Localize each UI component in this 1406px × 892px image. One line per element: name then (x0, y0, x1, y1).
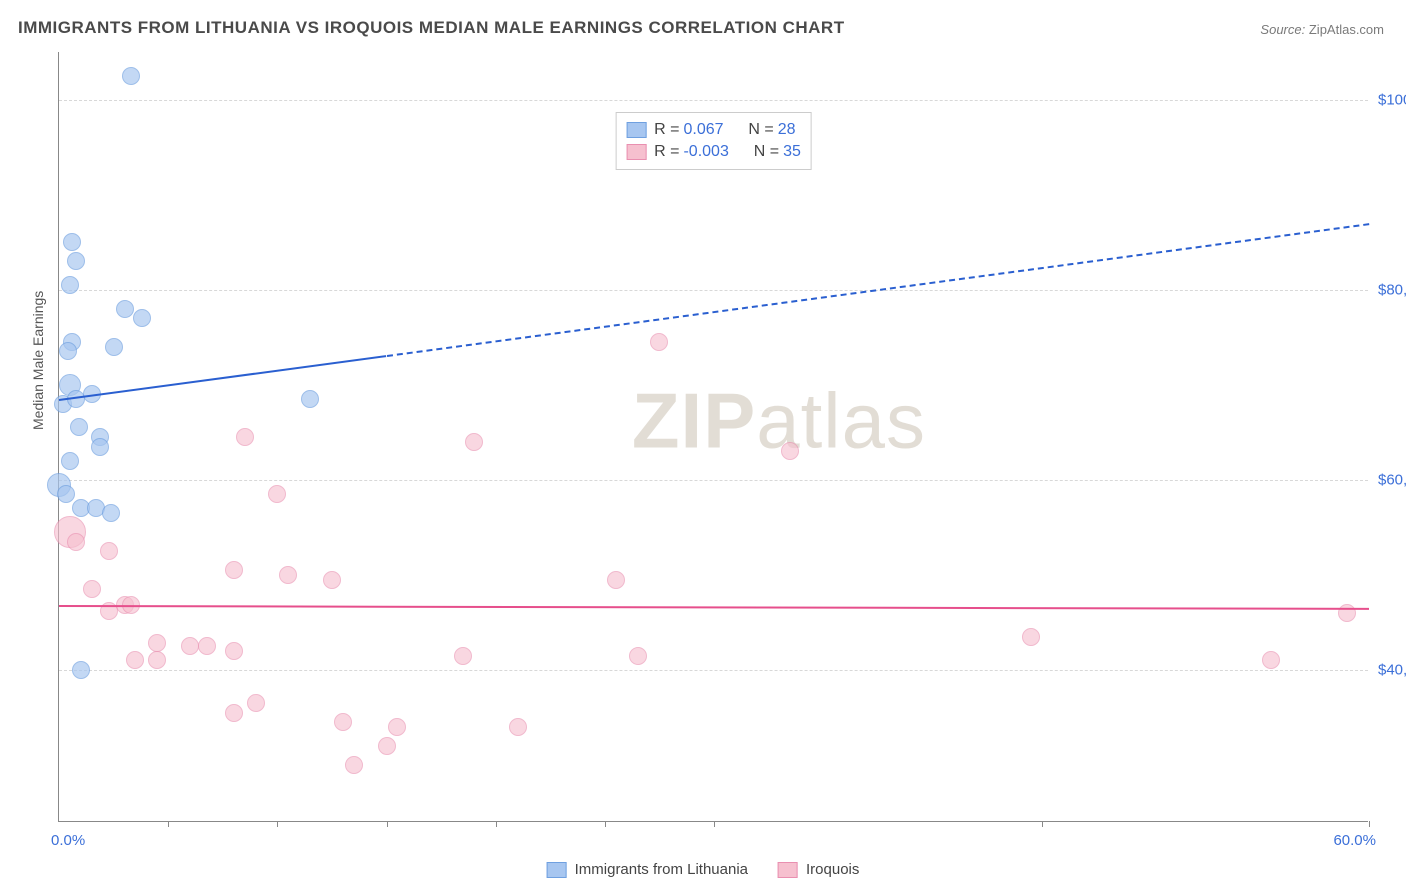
trend-line (59, 355, 387, 401)
scatter-point-lithuania (102, 504, 120, 522)
scatter-point-iroquois (225, 642, 243, 660)
y-axis-title: Median Male Earnings (30, 291, 46, 430)
scatter-point-iroquois (509, 718, 527, 736)
gridline-h (59, 100, 1368, 101)
x-tick (714, 821, 715, 827)
scatter-point-iroquois (607, 571, 625, 589)
x-axis-min-label: 0.0% (51, 832, 85, 849)
scatter-point-lithuania (91, 438, 109, 456)
r-value-iroquois: -0.003 (683, 143, 728, 161)
trend-line (59, 605, 1369, 610)
scatter-point-lithuania (57, 485, 75, 503)
swatch-lithuania (626, 122, 646, 138)
legend-stats-row-iroquois: R = -0.003 N = 35 (626, 141, 801, 163)
scatter-point-iroquois (650, 333, 668, 351)
x-axis-max-label: 60.0% (1333, 832, 1376, 849)
x-tick (605, 821, 606, 827)
gridline-h (59, 290, 1368, 291)
scatter-point-iroquois (1338, 604, 1356, 622)
scatter-point-lithuania (63, 233, 81, 251)
scatter-point-lithuania (70, 418, 88, 436)
n-label: N = (754, 143, 779, 161)
scatter-point-lithuania (67, 252, 85, 270)
y-tick-label: $60,000 (1378, 471, 1406, 488)
gridline-h (59, 480, 1368, 481)
scatter-point-iroquois (148, 651, 166, 669)
scatter-point-lithuania (61, 452, 79, 470)
scatter-point-lithuania (72, 661, 90, 679)
n-value-lithuania: 28 (778, 121, 796, 139)
scatter-point-iroquois (225, 561, 243, 579)
scatter-point-iroquois (378, 737, 396, 755)
scatter-point-iroquois (268, 485, 286, 503)
legend-item-lithuania: Immigrants from Lithuania (547, 861, 748, 878)
scatter-point-lithuania (133, 309, 151, 327)
scatter-point-iroquois (148, 634, 166, 652)
y-tick-label: $40,000 (1378, 661, 1406, 678)
scatter-point-iroquois (1262, 651, 1280, 669)
x-tick (277, 821, 278, 827)
scatter-point-iroquois (126, 651, 144, 669)
scatter-point-iroquois (247, 694, 265, 712)
scatter-point-iroquois (465, 433, 483, 451)
r-label: R = (654, 121, 679, 139)
scatter-point-iroquois (198, 637, 216, 655)
chart-title: IMMIGRANTS FROM LITHUANIA VS IROQUOIS ME… (18, 18, 845, 38)
r-label: R = (654, 143, 679, 161)
scatter-point-iroquois (83, 580, 101, 598)
scatter-point-iroquois (454, 647, 472, 665)
y-tick-label: $80,000 (1378, 281, 1406, 298)
n-label: N = (748, 121, 773, 139)
scatter-point-iroquois (279, 566, 297, 584)
scatter-point-iroquois (1022, 628, 1040, 646)
scatter-point-iroquois (323, 571, 341, 589)
y-tick-label: $100,000 (1378, 91, 1406, 108)
legend-label-iroquois: Iroquois (806, 861, 859, 878)
legend-stats-row-lithuania: R = 0.067 N = 28 (626, 119, 801, 141)
source-attribution: Source: ZipAtlas.com (1260, 22, 1384, 37)
scatter-point-lithuania (116, 300, 134, 318)
legend-series: Immigrants from Lithuania Iroquois (547, 861, 860, 878)
chart-container: IMMIGRANTS FROM LITHUANIA VS IROQUOIS ME… (0, 0, 1406, 892)
scatter-point-lithuania (105, 338, 123, 356)
scatter-point-iroquois (781, 442, 799, 460)
scatter-point-lithuania (59, 342, 77, 360)
r-value-lithuania: 0.067 (683, 121, 723, 139)
watermark: ZIPatlas (632, 376, 926, 467)
watermark-zip: ZIP (632, 377, 756, 465)
scatter-point-iroquois (334, 713, 352, 731)
swatch-lithuania (547, 862, 567, 878)
source-value: ZipAtlas.com (1309, 22, 1384, 37)
plot-area: ZIPatlas R = 0.067 N = 28 R = -0.003 N =… (58, 52, 1368, 822)
scatter-point-iroquois (225, 704, 243, 722)
scatter-point-lithuania (301, 390, 319, 408)
scatter-point-iroquois (388, 718, 406, 736)
x-tick (1369, 821, 1370, 827)
source-label: Source: (1260, 22, 1305, 37)
legend-item-iroquois: Iroquois (778, 861, 859, 878)
scatter-point-iroquois (181, 637, 199, 655)
n-value-iroquois: 35 (783, 143, 801, 161)
scatter-point-iroquois (629, 647, 647, 665)
scatter-point-lithuania (61, 276, 79, 294)
gridline-h (59, 670, 1368, 671)
legend-stats: R = 0.067 N = 28 R = -0.003 N = 35 (615, 112, 812, 170)
swatch-iroquois (626, 144, 646, 160)
scatter-point-lithuania (122, 67, 140, 85)
scatter-point-iroquois (345, 756, 363, 774)
swatch-iroquois (778, 862, 798, 878)
x-tick (387, 821, 388, 827)
x-tick (168, 821, 169, 827)
x-tick (496, 821, 497, 827)
scatter-point-iroquois (100, 542, 118, 560)
x-tick (1042, 821, 1043, 827)
scatter-point-iroquois (67, 533, 85, 551)
legend-label-lithuania: Immigrants from Lithuania (575, 861, 748, 878)
scatter-point-iroquois (236, 428, 254, 446)
